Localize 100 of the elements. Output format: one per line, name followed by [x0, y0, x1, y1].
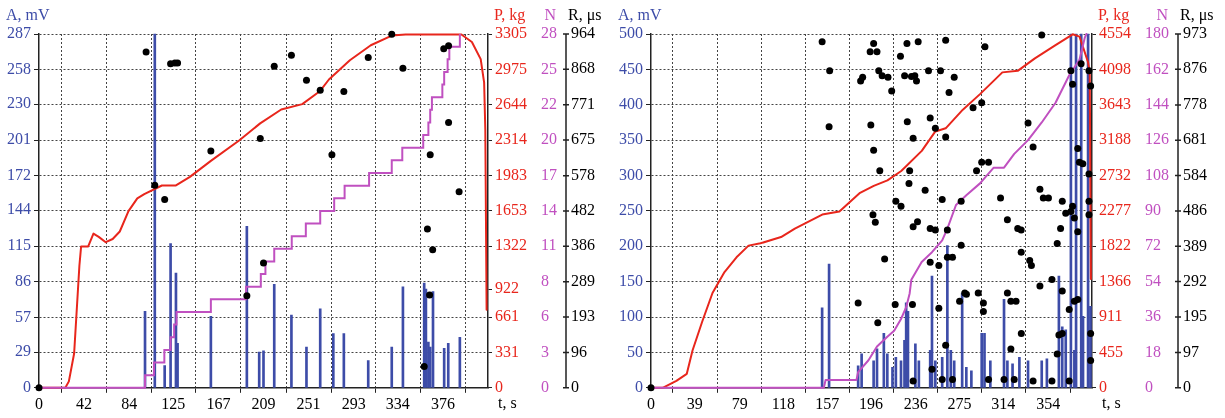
y-tick-label: 350: [619, 130, 643, 148]
y2-tick-label: 4098: [1099, 59, 1131, 77]
point: [243, 292, 251, 300]
bar: [1040, 360, 1044, 388]
y-tick-label: 289: [571, 271, 595, 289]
bar: [390, 346, 394, 388]
bar: [169, 243, 172, 388]
y3-axis-title: N: [1156, 6, 1169, 23]
y-tick-label: 193: [571, 307, 595, 325]
y-tick-label: 771: [571, 95, 595, 113]
bar: [980, 332, 984, 388]
bar: [964, 366, 968, 388]
bar: [983, 332, 986, 388]
y2-tick-label: 3643: [1099, 94, 1131, 112]
y3-tick-label: 17: [541, 165, 557, 183]
y-tick-label: 258: [7, 59, 31, 77]
y3-tick-label: 11: [541, 236, 557, 254]
y-tick-label: 675: [571, 130, 595, 148]
y-tick-label: 96: [571, 342, 587, 360]
y-tick-label: 450: [619, 59, 643, 77]
x-tick-label: 251: [296, 394, 321, 412]
bar: [318, 308, 322, 388]
y-tick-label: 57: [15, 307, 31, 325]
y3-tick-label: 28: [541, 24, 557, 42]
y3-tick-label: 22: [541, 94, 557, 112]
y3-tick-label: 54: [1145, 271, 1161, 289]
y-axis-title: A, mV: [6, 6, 50, 23]
point: [399, 64, 407, 72]
y2-tick-label: 2975: [495, 59, 527, 77]
y2-tick-label: 2277: [1099, 201, 1131, 219]
y-tick-label: 172: [7, 165, 31, 183]
bar: [153, 33, 157, 388]
y2-tick-label: 2314: [495, 130, 527, 148]
y-tick-label: 97: [1183, 342, 1199, 360]
y3-tick-label: 8: [541, 271, 549, 289]
y3-tick-label: 0: [541, 378, 549, 395]
point: [270, 62, 278, 70]
y2-tick-label: 922: [495, 279, 519, 297]
bar: [272, 283, 276, 388]
y-tick-label: 868: [571, 59, 595, 77]
bar: [257, 351, 261, 388]
y3-tick-label: 25: [541, 59, 557, 77]
y-tick-label: 0: [635, 378, 643, 395]
point: [260, 259, 267, 267]
y2-tick-label: 3305: [495, 24, 527, 42]
y2-tick-label: 911: [1099, 307, 1123, 325]
y-tick-label: 201: [7, 130, 31, 148]
point: [207, 147, 215, 155]
y2-tick-label: 455: [1099, 342, 1123, 360]
y3-tick-label: 180: [1145, 24, 1169, 42]
y2-tick-label: 1653: [495, 201, 527, 219]
y-tick-label: 86: [15, 271, 31, 289]
y-tick-label: 200: [619, 236, 643, 254]
point: [142, 48, 150, 56]
x-tick-label: 84: [121, 394, 138, 412]
point: [256, 135, 264, 143]
y2-tick-label: 331: [495, 342, 519, 360]
point: [455, 188, 463, 196]
point: [445, 42, 453, 50]
bar: [163, 365, 167, 388]
y2-tick-label: 4554: [1099, 24, 1131, 42]
point: [426, 151, 434, 159]
x-tick-label: 39: [686, 394, 703, 412]
y2-tick-label: 1322: [495, 236, 527, 254]
x-tick-label: 236: [903, 394, 928, 412]
y-tick-label: 0: [23, 378, 31, 395]
y-axis-title: R, μs: [1180, 6, 1214, 24]
point: [302, 76, 310, 84]
y3-tick-label: 90: [1145, 201, 1161, 219]
y2-tick-label: 661: [495, 307, 519, 325]
y-tick-label: 292: [1183, 271, 1207, 289]
y2-tick-label: 2732: [1099, 165, 1131, 183]
y2-axis-title: P, kg: [494, 6, 526, 24]
x-tick-label: 79: [731, 394, 748, 412]
y-tick-label: 400: [619, 94, 643, 112]
point: [287, 51, 295, 59]
point: [316, 86, 324, 94]
point: [388, 30, 396, 38]
x-tick-label: 314: [991, 394, 1016, 412]
y-tick-label: 964: [571, 24, 595, 42]
y2-tick-label: 1983: [495, 165, 527, 183]
point: [151, 181, 159, 189]
y-tick-label: 389: [1183, 236, 1207, 254]
y-tick-label: 287: [7, 24, 31, 42]
x-tick-label: 354: [1036, 394, 1061, 412]
y-tick-label: 0: [571, 378, 579, 395]
y-tick-label: 0: [1183, 378, 1191, 395]
y2-tick-label: 2644: [495, 94, 527, 112]
bar: [290, 314, 293, 388]
y3-tick-label: 126: [1145, 130, 1169, 148]
point: [364, 53, 372, 61]
y-axis-title: A, mV: [618, 6, 662, 23]
point: [445, 118, 453, 126]
y-tick-label: 486: [1183, 201, 1207, 219]
x-tick-label: 293: [341, 394, 366, 412]
x-tick-label: 334: [385, 394, 410, 412]
bar: [1018, 357, 1021, 388]
y-tick-label: 195: [1183, 307, 1207, 325]
bar: [305, 346, 308, 388]
bar: [331, 333, 335, 388]
